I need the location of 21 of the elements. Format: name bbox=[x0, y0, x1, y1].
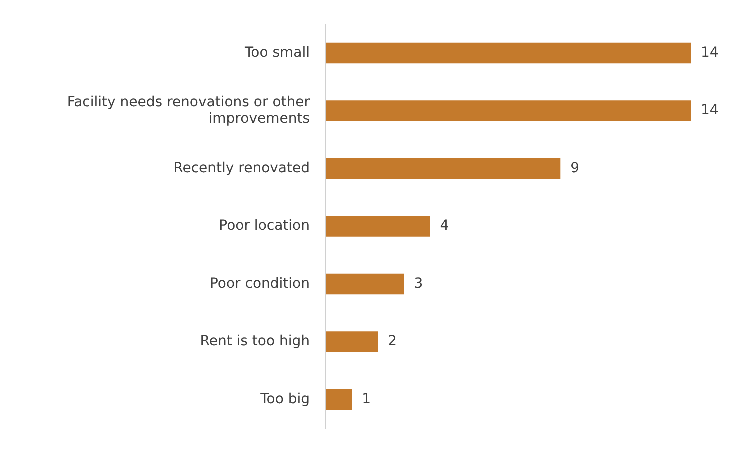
bar bbox=[326, 100, 691, 122]
bar bbox=[326, 42, 691, 64]
data-label: 9 bbox=[570, 160, 580, 176]
data-label: 4 bbox=[440, 218, 450, 234]
data-label: 14 bbox=[701, 44, 719, 61]
y-tick-label: Too big bbox=[260, 391, 310, 408]
y-tick-label: Poor location bbox=[219, 218, 310, 234]
y-tick-label: Rent is too high bbox=[200, 334, 310, 350]
data-label: 14 bbox=[701, 102, 719, 119]
data-label: 3 bbox=[414, 276, 424, 292]
bar bbox=[326, 332, 378, 352]
data-label: 2 bbox=[388, 334, 398, 350]
data-label: 1 bbox=[362, 391, 371, 408]
y-tick-label: Too small bbox=[244, 44, 310, 61]
y-tick-label: Recently renovated bbox=[174, 160, 310, 176]
bar bbox=[326, 274, 404, 295]
y-tick-label: Poor condition bbox=[210, 276, 310, 292]
bar bbox=[326, 158, 561, 180]
bar bbox=[326, 216, 430, 237]
bar bbox=[326, 389, 352, 410]
y-tick-label: Facility needs renovations or other improvements bbox=[67, 94, 310, 128]
